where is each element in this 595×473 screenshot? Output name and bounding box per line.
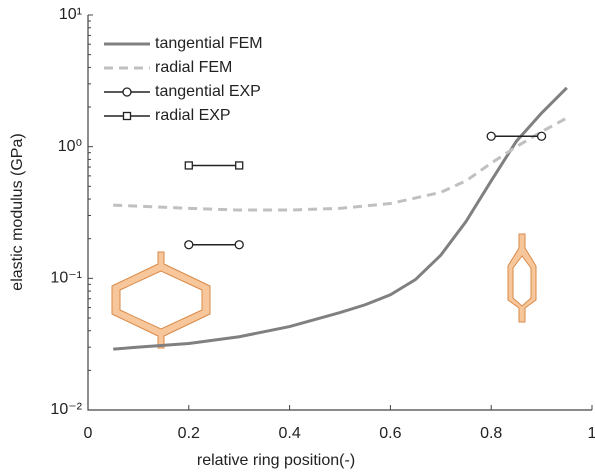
legend-marker — [122, 87, 132, 97]
hexagon-tall-icon — [507, 233, 537, 323]
line-series — [113, 86, 568, 351]
hexagon-wide-icon — [111, 251, 211, 349]
y-axis-label: elastic modulus (GPa) — [9, 133, 26, 290]
legend-label: tangential EXP — [155, 83, 261, 100]
range-start-marker — [184, 240, 194, 250]
y-tick-label: 10⁻² — [50, 401, 82, 418]
x-tick-label: 0.6 — [379, 425, 401, 442]
range-end-marker — [536, 131, 547, 141]
x-tick-label: 0.2 — [178, 425, 200, 442]
y-tick-label: 10⁻¹ — [50, 270, 82, 287]
range-end-marker — [234, 240, 244, 250]
x-tick-label: 1 — [588, 425, 595, 442]
x-tick-label: 0.8 — [480, 425, 502, 442]
x-tick-label: 0.4 — [278, 425, 300, 442]
range-start-marker — [486, 131, 496, 141]
range-start-marker — [184, 161, 193, 170]
legend-marker — [122, 111, 132, 121]
x-tick-label: 0 — [84, 425, 93, 442]
legend-label: radial FEM — [155, 59, 232, 76]
y-tick-label: 10¹ — [59, 6, 82, 23]
legend-label: tangential FEM — [155, 35, 263, 52]
line-series — [113, 116, 568, 212]
x-axis-label: relative ring position(-) — [197, 452, 355, 469]
legend-label: radial EXP — [155, 107, 231, 124]
range-end-marker — [235, 161, 244, 170]
y-tick-label: 10⁰ — [58, 138, 82, 155]
